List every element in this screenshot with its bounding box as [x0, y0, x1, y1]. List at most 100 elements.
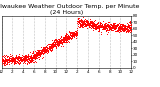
Point: [43, 46, 46, 48]
Point: [47, 50, 50, 51]
Point: [88, 21, 91, 23]
Point: [10, 62, 12, 63]
Point: [93, 21, 96, 22]
Point: [76, 29, 78, 31]
Point: [101, 26, 104, 27]
Point: [24, 56, 26, 57]
Point: [105, 27, 108, 29]
Point: [21, 58, 23, 60]
Point: [121, 23, 124, 25]
Point: [13, 61, 16, 63]
Point: [81, 25, 84, 26]
Point: [80, 25, 83, 26]
Point: [109, 27, 112, 29]
Point: [3, 61, 6, 62]
Point: [100, 24, 103, 26]
Point: [99, 26, 102, 28]
Point: [87, 22, 89, 24]
Point: [31, 59, 34, 60]
Point: [99, 23, 101, 25]
Point: [31, 56, 33, 57]
Point: [54, 42, 56, 43]
Point: [122, 27, 124, 28]
Point: [104, 25, 106, 26]
Point: [27, 54, 30, 55]
Point: [17, 61, 20, 63]
Point: [13, 60, 16, 61]
Point: [127, 23, 129, 25]
Point: [61, 39, 63, 40]
Point: [44, 50, 47, 51]
Point: [53, 43, 56, 45]
Point: [83, 21, 85, 22]
Point: [114, 26, 116, 27]
Point: [7, 56, 9, 57]
Point: [112, 24, 114, 25]
Point: [1, 58, 4, 59]
Point: [78, 20, 81, 21]
Point: [115, 30, 118, 32]
Point: [124, 27, 127, 29]
Point: [18, 63, 20, 64]
Point: [7, 59, 9, 60]
Point: [96, 26, 99, 27]
Point: [118, 27, 121, 29]
Point: [19, 61, 22, 62]
Point: [1, 63, 4, 65]
Point: [51, 44, 54, 45]
Point: [2, 55, 5, 56]
Point: [88, 23, 91, 24]
Point: [44, 51, 46, 53]
Point: [101, 24, 104, 25]
Point: [13, 61, 16, 63]
Point: [65, 38, 68, 39]
Point: [89, 21, 92, 22]
Point: [30, 58, 32, 59]
Point: [104, 30, 107, 32]
Point: [101, 24, 104, 25]
Point: [13, 59, 16, 61]
Point: [59, 40, 61, 42]
Point: [111, 25, 114, 26]
Point: [50, 47, 52, 49]
Point: [93, 24, 96, 25]
Point: [98, 26, 101, 28]
Point: [127, 23, 129, 24]
Point: [0, 56, 3, 57]
Point: [124, 27, 126, 28]
Point: [125, 32, 128, 33]
Point: [52, 43, 54, 44]
Point: [5, 59, 8, 61]
Point: [102, 25, 105, 26]
Point: [26, 63, 28, 64]
Point: [17, 58, 19, 59]
Point: [120, 31, 122, 32]
Point: [1, 60, 4, 61]
Point: [94, 26, 97, 27]
Point: [124, 29, 126, 31]
Point: [124, 28, 127, 29]
Point: [119, 25, 122, 26]
Point: [117, 29, 120, 31]
Point: [89, 24, 91, 26]
Point: [123, 25, 126, 27]
Point: [81, 23, 83, 24]
Point: [87, 22, 89, 23]
Point: [129, 32, 131, 33]
Point: [72, 33, 75, 35]
Point: [84, 23, 87, 24]
Point: [128, 27, 131, 28]
Point: [80, 24, 82, 25]
Point: [4, 62, 6, 63]
Point: [26, 60, 29, 62]
Point: [22, 59, 24, 61]
Point: [66, 39, 68, 41]
Point: [62, 40, 64, 42]
Point: [5, 59, 8, 60]
Point: [56, 41, 58, 42]
Point: [30, 56, 32, 57]
Point: [118, 26, 120, 28]
Point: [78, 23, 80, 24]
Point: [63, 42, 66, 43]
Point: [54, 44, 57, 45]
